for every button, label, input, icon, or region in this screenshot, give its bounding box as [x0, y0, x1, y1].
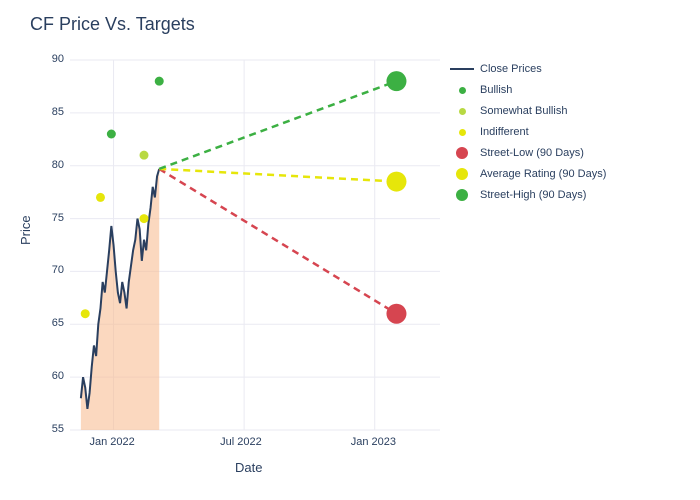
- legend-label: Close Prices: [480, 63, 542, 75]
- legend-dot-swatch: [459, 129, 466, 136]
- target-line-high: [159, 81, 396, 169]
- target-line-avg: [159, 169, 396, 182]
- legend-item[interactable]: Indifferent: [450, 123, 606, 141]
- y-tick-label: 90: [52, 53, 64, 65]
- rating-dot: [140, 151, 149, 160]
- rating-dot: [140, 214, 149, 223]
- legend-item[interactable]: Average Rating (90 Days): [450, 165, 606, 183]
- x-axis-label: Date: [235, 460, 262, 475]
- y-tick-label: 65: [52, 317, 64, 329]
- rating-dot: [107, 130, 116, 139]
- legend-item[interactable]: Street-Low (90 Days): [450, 144, 606, 162]
- x-tick-label: Jan 2022: [90, 436, 135, 448]
- y-tick-label: 60: [52, 370, 64, 382]
- legend-label: Somewhat Bullish: [480, 105, 567, 117]
- legend-dot-swatch: [456, 189, 468, 201]
- y-tick-label: 55: [52, 423, 64, 435]
- target-marker-avg: [386, 172, 406, 192]
- legend-label: Bullish: [480, 84, 512, 96]
- rating-dot: [96, 193, 105, 202]
- legend-item[interactable]: Close Prices: [450, 60, 606, 78]
- plot-area: [70, 60, 440, 430]
- legend-dot-swatch: [459, 108, 466, 115]
- rating-dot: [155, 77, 164, 86]
- legend-dot-swatch: [459, 87, 466, 94]
- legend-label: Street-Low (90 Days): [480, 147, 584, 159]
- y-tick-label: 70: [52, 264, 64, 276]
- legend-line-swatch: [450, 68, 474, 70]
- legend-dot-swatch: [456, 147, 468, 159]
- target-marker-low: [386, 304, 406, 324]
- chart-title: CF Price Vs. Targets: [30, 14, 195, 35]
- legend-item[interactable]: Bullish: [450, 81, 606, 99]
- y-tick-label: 75: [52, 212, 64, 224]
- legend-label: Indifferent: [480, 126, 529, 138]
- x-tick-label: Jan 2023: [351, 436, 396, 448]
- plot-svg: [70, 60, 440, 430]
- legend: Close Prices Bullish Somewhat Bullish Indif…: [450, 60, 606, 207]
- legend-item[interactable]: Somewhat Bullish: [450, 102, 606, 120]
- legend-item[interactable]: Street-High (90 Days): [450, 186, 606, 204]
- target-line-low: [159, 169, 396, 314]
- y-tick-label: 85: [52, 106, 64, 118]
- x-tick-label: Jul 2022: [220, 436, 262, 448]
- target-marker-high: [386, 71, 406, 91]
- rating-dot: [81, 309, 90, 318]
- y-axis-label: Price: [18, 215, 33, 245]
- legend-label: Street-High (90 Days): [480, 189, 586, 201]
- legend-label: Average Rating (90 Days): [480, 168, 606, 180]
- legend-dot-swatch: [456, 168, 468, 180]
- y-tick-label: 80: [52, 159, 64, 171]
